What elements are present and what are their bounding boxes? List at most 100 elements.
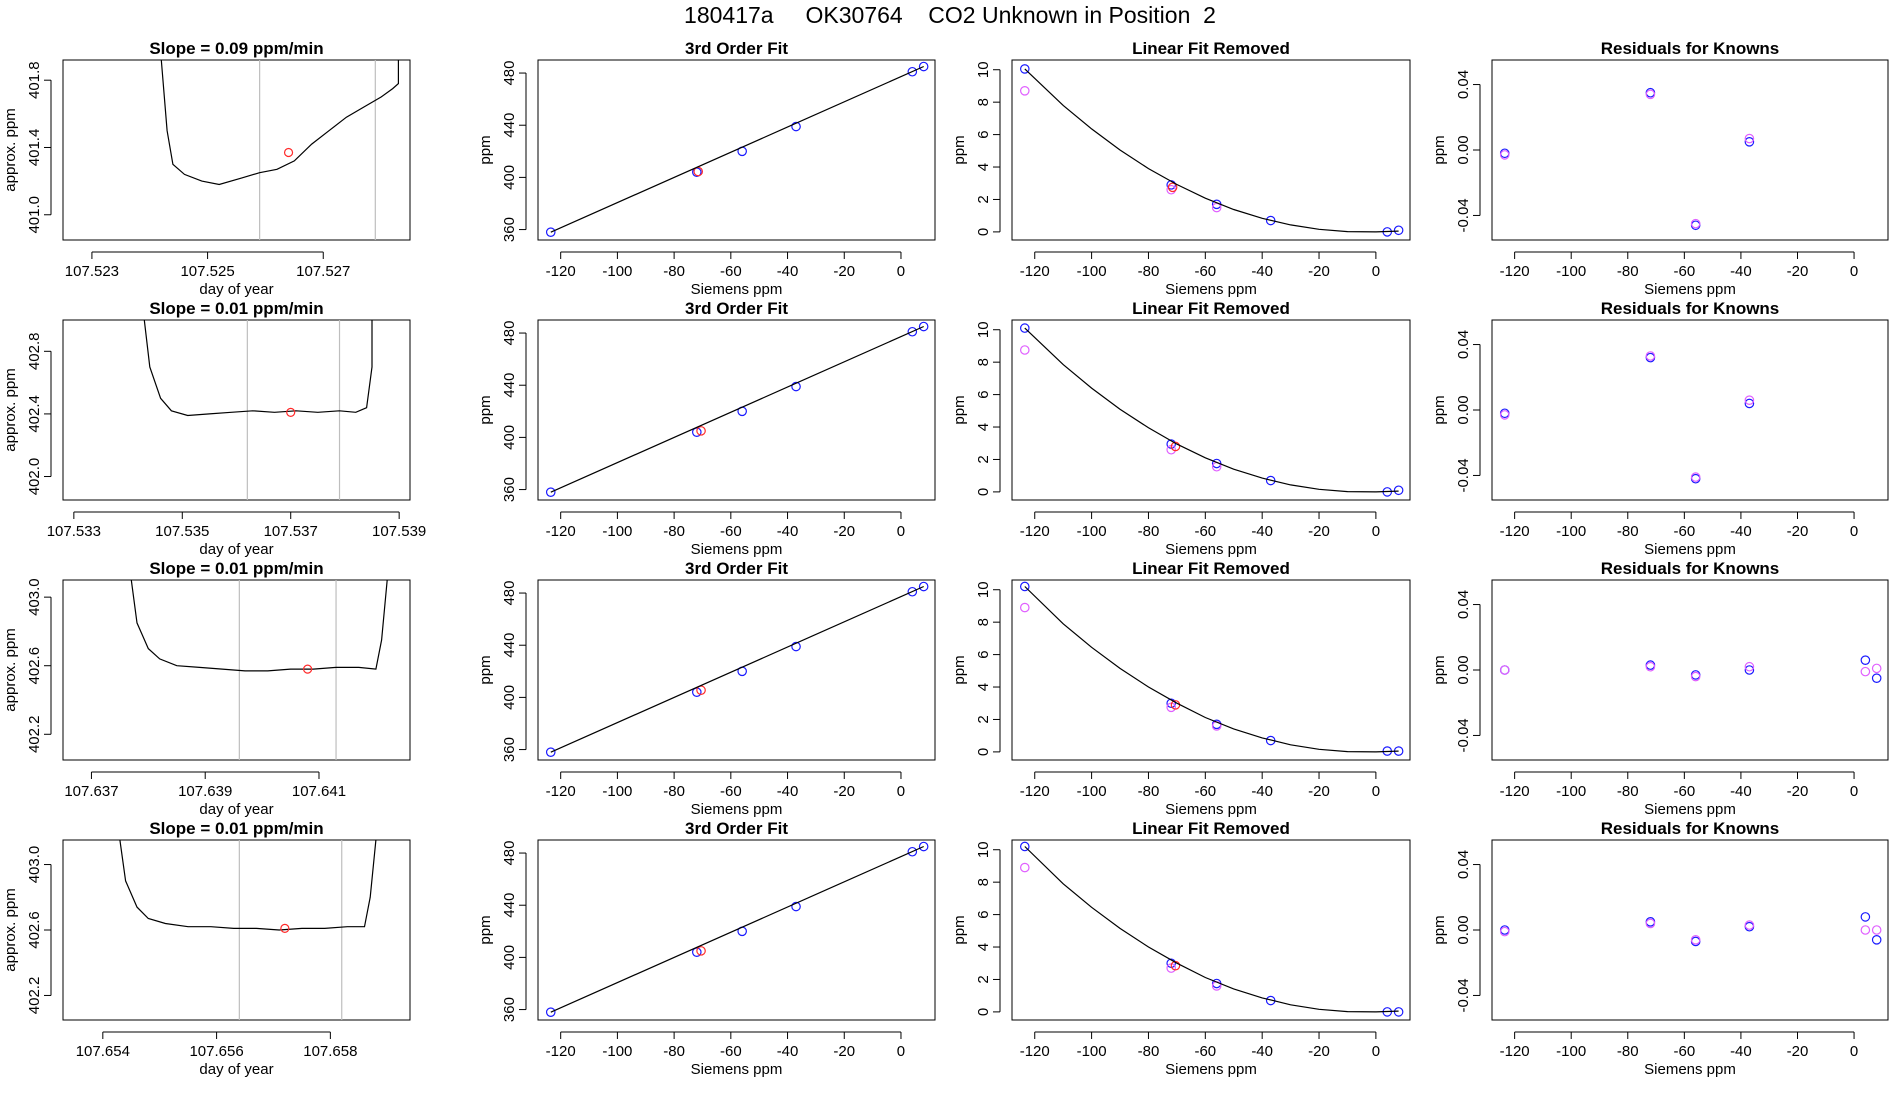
x-tick-label: 107.656 (189, 1043, 243, 1060)
x-tick-label: -40 (777, 523, 799, 540)
trace-line (160, 60, 399, 186)
x-tick-label: 107.533 (47, 523, 101, 540)
plot-timeseries-row3: Slope = 0.01 ppm/min day of year approx. p… (2, 819, 411, 1078)
x-tick-label: -80 (663, 263, 685, 280)
fit-line (1024, 68, 1399, 233)
knowns-alt-point (1860, 666, 1871, 677)
y-axis-label: ppm (1431, 915, 1448, 944)
x-tick-label: -120 (546, 523, 576, 540)
x-axis-label: Siemens ppm (1165, 281, 1257, 298)
plot-area (545, 321, 929, 497)
y-tick-label: 10 (975, 61, 992, 78)
knowns-alt-point (1744, 920, 1755, 930)
x-tick-label: -60 (720, 1043, 742, 1060)
y-tick-label: -0.04 (1455, 978, 1472, 1012)
knowns-alt-point (1860, 925, 1871, 935)
y-tick-label: 402.8 (26, 333, 43, 371)
knowns-point (907, 846, 918, 857)
plot-timeseries-row0: Slope = 0.09 ppm/min day of year approx. p… (2, 39, 411, 298)
x-tick-label: -60 (1194, 523, 1216, 540)
y-tick-label: 10 (975, 581, 992, 598)
x-tick-label: -120 (1500, 1043, 1530, 1060)
knowns-alt-point (1019, 862, 1030, 873)
y-tick-label: 400 (501, 165, 518, 190)
x-tick-label: -60 (1673, 523, 1695, 540)
plot-frame (1491, 579, 1889, 761)
knowns-point (545, 747, 556, 757)
plot-area (545, 61, 929, 237)
plot-area (1019, 581, 1404, 756)
x-tick-label: -80 (1617, 263, 1639, 280)
plot-area (1019, 323, 1404, 497)
x-tick-label: -120 (1020, 523, 1050, 540)
plot-fit-row0: 3rd Order Fit Siemens ppm ppm -120 -100 -80 -6… (477, 39, 936, 298)
x-tick-label: -120 (1500, 263, 1530, 280)
y-tick-label: 8 (975, 878, 992, 886)
knowns-point (545, 227, 556, 237)
x-tick-label: 0 (1850, 1043, 1858, 1060)
knowns-point (1166, 698, 1176, 709)
knowns-alt-point (1019, 345, 1030, 355)
x-tick-label: -120 (546, 1043, 576, 1060)
plot-frame (537, 579, 936, 761)
plot-frame (62, 319, 411, 501)
x-tick-label: 107.539 (372, 523, 426, 540)
x-tick-label: -20 (1787, 783, 1809, 800)
knowns-alt-point (1744, 661, 1755, 672)
plot-area (143, 320, 373, 500)
x-tick-label: -100 (1077, 263, 1107, 280)
x-tick-label: -20 (833, 783, 855, 800)
y-tick-label: 360 (501, 217, 518, 242)
y-tick-label: 403.0 (26, 846, 43, 884)
plot-title: Slope = 0.09 ppm/min (149, 39, 323, 58)
y-tick-label: 402.6 (26, 911, 43, 949)
x-axis-label: Siemens ppm (1165, 1061, 1257, 1078)
trace-line (143, 320, 373, 417)
sample-marker (283, 147, 294, 158)
unknown-point (1167, 182, 1178, 193)
x-axis-label: Siemens ppm (691, 541, 783, 558)
y-tick-label: 401.0 (26, 196, 43, 234)
x-tick-label: -100 (602, 783, 632, 800)
knowns-alt-point (1645, 661, 1656, 672)
y-tick-label: 360 (501, 477, 518, 502)
plot-fit-row3: 3rd Order Fit Siemens ppm ppm -120 -100 -80 -6… (477, 819, 936, 1078)
y-tick-label: 402.0 (26, 458, 43, 496)
x-tick-label: -100 (1556, 263, 1586, 280)
y-tick-label: 2 (975, 715, 992, 723)
y-tick-label: 400 (501, 425, 518, 450)
y-tick-label: 480 (501, 61, 518, 86)
plot-area (1499, 912, 1882, 947)
y-axis-label: ppm (951, 655, 968, 684)
fit-line (550, 585, 924, 753)
plot-title: Residuals for Knowns (1601, 819, 1780, 838)
knowns-point (1393, 225, 1404, 236)
x-tick-label: -100 (1077, 783, 1107, 800)
knowns-alt-point (1019, 602, 1030, 613)
x-tick-label: -40 (777, 783, 799, 800)
x-tick-label: -80 (1138, 523, 1160, 540)
y-tick-label: 10 (975, 841, 992, 858)
x-tick-label: -40 (1251, 1043, 1273, 1060)
x-tick-label: -100 (602, 263, 632, 280)
x-tick-label: 0 (897, 1043, 905, 1060)
knowns-point (907, 586, 918, 597)
knowns-point (545, 1007, 556, 1017)
plot-curve-row2: Linear Fit Removed Siemens ppm ppm -120 -100… (951, 559, 1411, 818)
plot-frame (1011, 579, 1411, 761)
y-tick-label: 440 (501, 373, 518, 398)
y-tick-label: 480 (501, 841, 518, 866)
plot-area (130, 580, 388, 760)
x-tick-label: -100 (1077, 1043, 1107, 1060)
y-tick-label: 401.4 (26, 129, 43, 167)
knowns-point (918, 841, 929, 852)
plot-fit-row2: 3rd Order Fit Siemens ppm ppm -120 -100 -80 -6… (477, 559, 936, 818)
y-tick-label: 402.4 (26, 395, 43, 433)
x-axis-label: Siemens ppm (1644, 281, 1736, 298)
x-tick-label: 107.527 (296, 263, 350, 280)
knowns-alt-point (1645, 918, 1656, 929)
x-tick-label: -60 (1194, 1043, 1216, 1060)
x-tick-label: -40 (777, 263, 799, 280)
y-tick-label: 0 (975, 228, 992, 236)
